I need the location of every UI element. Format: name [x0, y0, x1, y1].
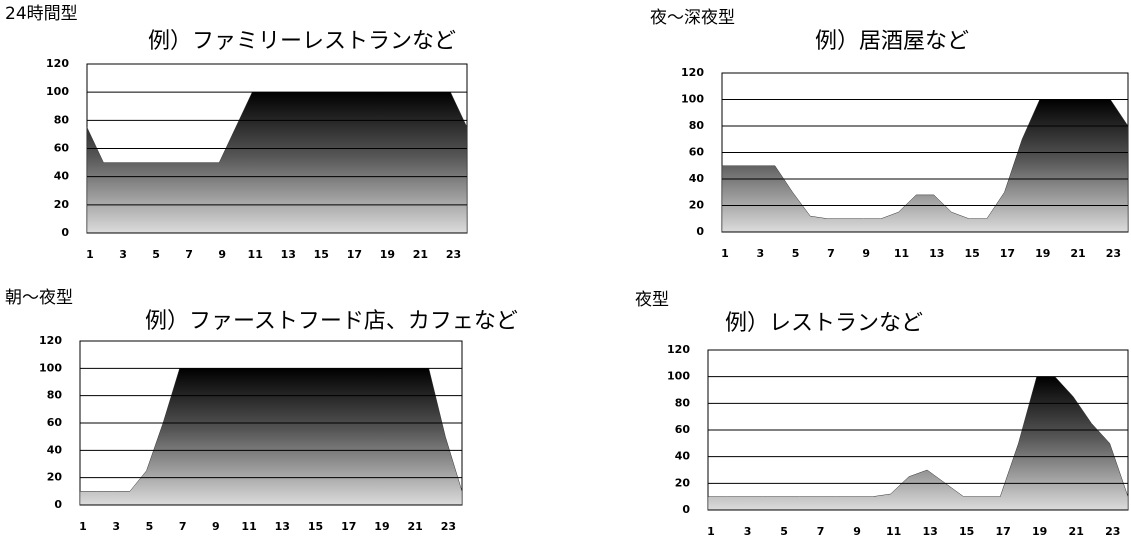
y-tick-label: 60	[689, 146, 705, 159]
x-tick-label: 23	[1106, 247, 1121, 260]
y-tick-label: 80	[54, 113, 70, 126]
x-tick-label: 19	[1032, 525, 1047, 538]
x-tick-label: 21	[408, 520, 423, 533]
y-tick-label: 100	[39, 361, 62, 374]
chart-subtitle: 例）ファーストフード店、カフェなど	[145, 309, 518, 334]
y-tick-label: 40	[54, 170, 70, 183]
x-tick-label: 11	[894, 247, 909, 260]
x-tick-label: 5	[780, 525, 788, 538]
y-tick-label: 100	[681, 93, 704, 106]
y-tick-label: 0	[61, 226, 69, 239]
y-tick-label: 120	[46, 57, 69, 70]
x-tick-label: 5	[792, 247, 800, 260]
x-tick-label: 11	[241, 520, 256, 533]
x-tick-label: 13	[922, 525, 937, 538]
x-tick-label: 19	[1035, 247, 1050, 260]
x-tick-label: 17	[341, 520, 356, 533]
x-tick-label: 13	[275, 520, 290, 533]
y-tick-label: 40	[675, 450, 691, 463]
x-tick-label: 9	[212, 520, 220, 533]
y-tick-label: 40	[689, 172, 705, 185]
x-tick-label: 7	[179, 520, 187, 533]
x-tick-label: 21	[1070, 247, 1085, 260]
x-tick-label: 17	[1000, 247, 1015, 260]
x-tick-label: 5	[152, 248, 160, 261]
chart-subtitle: 例）ファミリーレストランなど	[148, 29, 456, 54]
x-tick-label: 15	[314, 248, 329, 261]
x-tick-label: 23	[446, 248, 461, 261]
x-tick-label: 7	[827, 247, 835, 260]
y-tick-label: 20	[54, 198, 70, 211]
x-tick-label: 7	[817, 525, 825, 538]
y-tick-label: 120	[39, 334, 62, 347]
y-tick-label: 80	[47, 389, 63, 402]
x-tick-label: 23	[441, 520, 456, 533]
chart-title: 朝〜夜型	[5, 288, 73, 308]
x-tick-label: 3	[112, 520, 120, 533]
y-tick-label: 40	[47, 443, 63, 456]
x-tick-label: 9	[853, 525, 861, 538]
x-tick-label: 1	[86, 248, 94, 261]
x-tick-label: 13	[929, 247, 944, 260]
y-tick-label: 120	[667, 343, 690, 356]
x-tick-label: 1	[79, 520, 87, 533]
chart-subtitle: 例）居酒屋など	[815, 29, 969, 54]
x-tick-label: 7	[185, 248, 193, 261]
x-tick-label: 1	[707, 525, 715, 538]
x-tick-label: 23	[1105, 525, 1120, 538]
chart-subtitle: 例）レストランなど	[725, 311, 923, 336]
y-tick-label: 20	[675, 476, 691, 489]
x-tick-label: 21	[413, 248, 428, 261]
x-tick-label: 1	[721, 247, 729, 260]
y-tick-label: 120	[681, 66, 704, 79]
chart-title: 夜〜深夜型	[650, 8, 735, 28]
y-tick-label: 20	[47, 471, 63, 484]
x-tick-label: 3	[119, 248, 127, 261]
y-tick-label: 60	[47, 416, 63, 429]
x-tick-label: 21	[1069, 525, 1084, 538]
x-tick-label: 17	[996, 525, 1011, 538]
x-tick-label: 9	[218, 248, 226, 261]
y-tick-label: 100	[46, 85, 69, 98]
y-tick-label: 60	[54, 142, 70, 155]
y-tick-label: 100	[667, 370, 690, 383]
y-tick-label: 80	[689, 119, 705, 132]
y-tick-label: 60	[675, 423, 691, 436]
x-tick-label: 15	[964, 247, 979, 260]
x-tick-label: 5	[146, 520, 154, 533]
x-tick-label: 3	[744, 525, 752, 538]
y-tick-label: 0	[696, 225, 704, 238]
chart-title: 24時間型	[5, 4, 78, 24]
y-tick-label: 0	[54, 498, 62, 511]
x-tick-label: 19	[380, 248, 395, 261]
x-tick-label: 15	[308, 520, 323, 533]
x-tick-label: 19	[374, 520, 389, 533]
x-tick-label: 13	[281, 248, 296, 261]
chart-title: 夜型	[635, 290, 669, 310]
y-tick-label: 80	[675, 396, 691, 409]
y-tick-label: 0	[682, 503, 690, 516]
x-tick-label: 3	[756, 247, 764, 260]
x-tick-label: 11	[886, 525, 901, 538]
x-tick-label: 15	[959, 525, 974, 538]
x-tick-label: 11	[248, 248, 263, 261]
y-tick-label: 20	[689, 199, 705, 212]
x-tick-label: 9	[862, 247, 870, 260]
x-tick-label: 17	[347, 248, 362, 261]
